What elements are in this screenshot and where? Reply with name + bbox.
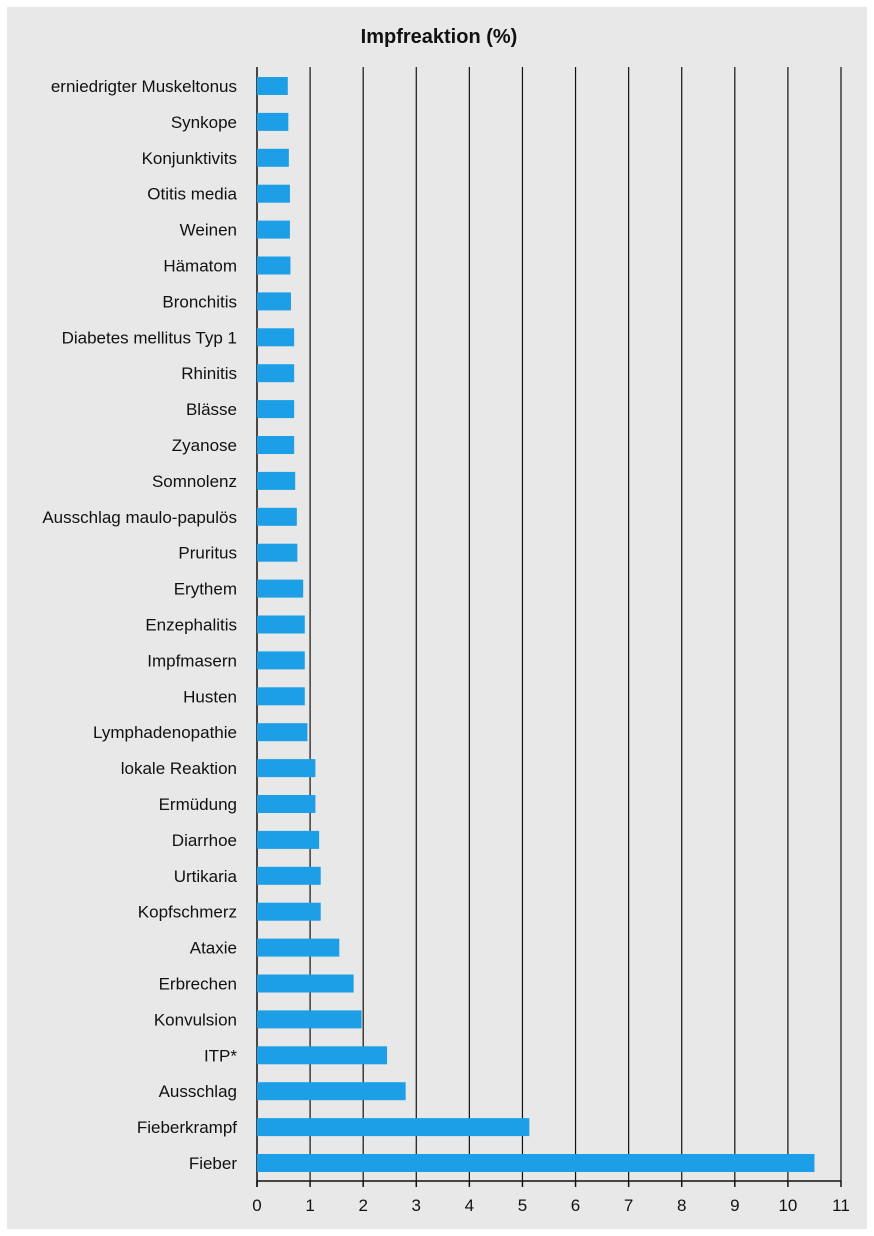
tick-label-0: 0 [252,1196,261,1215]
bar-22 [257,866,321,885]
category-label-24: Ataxie [190,939,237,958]
tick-label-8: 8 [677,1196,686,1215]
category-label-22: Urtikaria [174,867,238,886]
category-label-9: Blässe [186,400,237,419]
bar-11 [257,471,296,490]
category-label-5: Hämatom [163,257,237,276]
category-label-29: Fieberkrampf [137,1118,237,1137]
chart-title: Impfreaktion (%) [361,26,518,48]
category-label-25: Erbrechen [159,975,237,994]
bar-13 [257,543,298,562]
category-label-20: Ermüdung [159,795,237,814]
category-label-1: Synkope [171,113,237,132]
category-label-11: Somnolenz [152,472,237,491]
tick-label-3: 3 [412,1196,421,1215]
bar-1 [257,112,289,131]
category-label-19: lokale Reaktion [121,759,237,778]
bar-23 [257,902,321,921]
bar-21 [257,830,320,849]
category-label-28: Ausschlag [159,1082,237,1101]
bar-chart: Impfreaktion (%) erniedrigter Muskeltonu… [42,26,850,1215]
tick-label-11: 11 [832,1196,850,1215]
category-label-18: Lymphadenopathie [93,723,237,742]
bar-12 [257,507,297,526]
tick-label-2: 2 [358,1196,367,1215]
tick-label-9: 9 [730,1196,739,1215]
category-label-15: Enzephalitis [145,616,237,635]
tick-label-10: 10 [778,1196,797,1215]
bar-28 [257,1082,406,1101]
category-label-4: Weinen [180,221,237,240]
category-label-7: Diabetes mellitus Typ 1 [62,328,237,347]
category-label-16: Impfmasern [147,651,237,670]
bar-0 [257,77,288,95]
category-label-30: Fieber [189,1154,238,1173]
category-label-13: Pruritus [178,544,237,563]
category-label-14: Erythem [174,580,237,599]
bar-7 [257,328,295,347]
bar-19 [257,759,316,778]
tick-label-1: 1 [305,1196,314,1215]
bar-15 [257,615,305,634]
bar-9 [257,400,295,419]
bar-30 [257,1154,815,1172]
category-label-23: Kopfschmerz [138,903,237,922]
category-label-8: Rhinitis [181,364,237,383]
bar-29 [257,1118,530,1137]
bar-18 [257,723,308,742]
bar-6 [257,292,291,311]
bar-25 [257,974,354,993]
tick-label-4: 4 [465,1196,474,1215]
category-label-6: Bronchitis [162,292,237,311]
bar-26 [257,1010,362,1029]
bar-16 [257,651,305,670]
bar-8 [257,364,295,383]
category-label-27: ITP* [204,1046,237,1065]
bar-27 [257,1046,388,1065]
category-label-10: Zyanose [172,436,237,455]
chart-figure: Impfreaktion (%) erniedrigter Muskeltonu… [7,7,867,1229]
category-label-12: Ausschlag maulo-papulös [42,508,237,527]
category-label-26: Konvulsion [154,1010,237,1029]
category-label-2: Konjunktivits [142,149,237,168]
tick-label-5: 5 [518,1196,527,1215]
bar-20 [257,795,316,813]
bar-10 [257,436,295,454]
bar-24 [257,938,340,957]
bar-14 [257,579,304,598]
bar-17 [257,687,305,706]
category-label-17: Husten [183,687,237,706]
bar-2 [257,148,289,167]
category-label-0: erniedrigter Muskeltonus [51,77,237,96]
category-label-21: Diarrhoe [172,831,237,850]
tick-label-6: 6 [571,1196,580,1215]
tick-label-7: 7 [624,1196,633,1215]
category-label-3: Otitis media [147,185,237,204]
bar-3 [257,184,290,203]
bar-5 [257,256,291,275]
bar-4 [257,220,290,239]
